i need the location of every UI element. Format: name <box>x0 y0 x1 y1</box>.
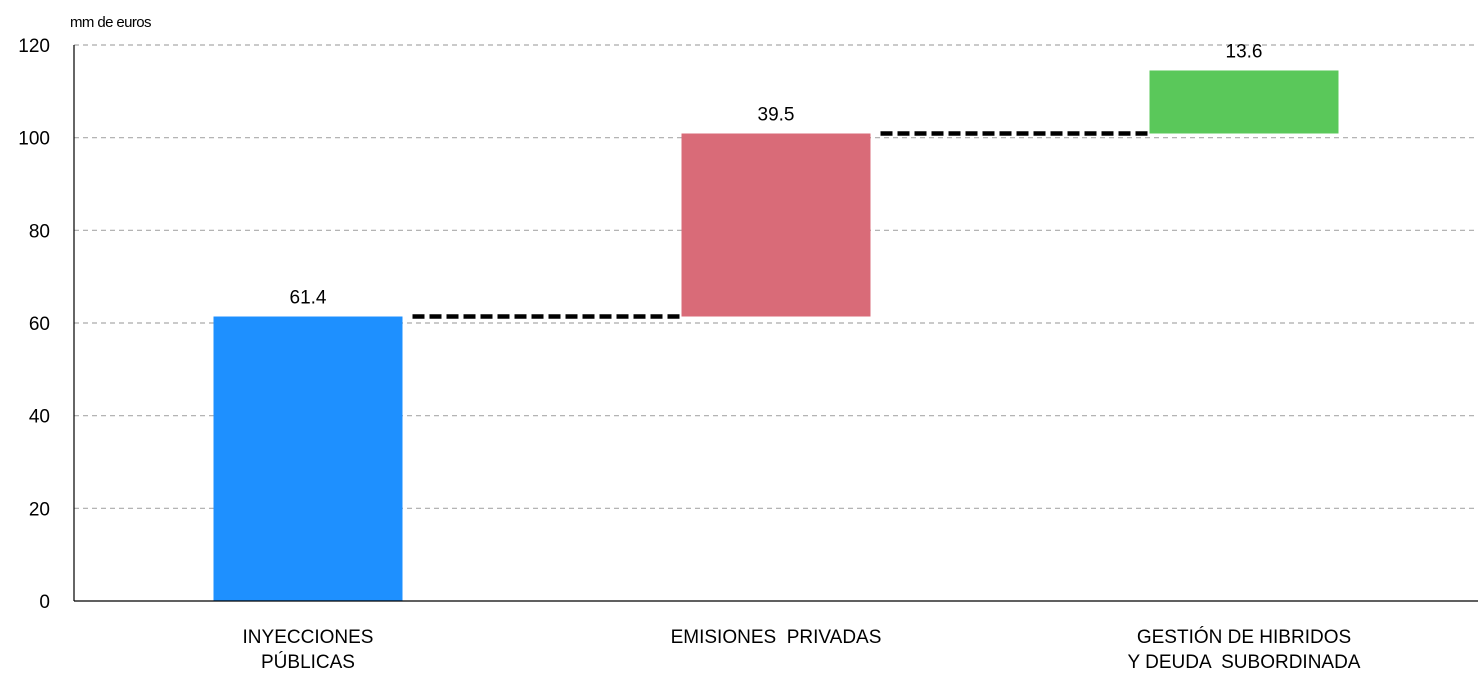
bar-value-label: 13.6 <box>1226 41 1263 62</box>
category-label: INYECCIONES PÚBLICAS <box>243 627 374 673</box>
bar-value-label: 61.4 <box>290 288 327 309</box>
y-tick-label: 120 <box>18 36 50 57</box>
bar <box>1149 70 1339 134</box>
category-label-line: Y DEUDA SUBORDINADA <box>1128 652 1361 673</box>
y-tick-label: 20 <box>29 499 50 520</box>
y-tick-label: 0 <box>39 592 50 613</box>
connector-lines <box>412 131 1150 319</box>
y-axis-unit-label: mm de euros <box>70 14 151 31</box>
bar-value-label: 39.5 <box>758 104 795 125</box>
bar <box>681 133 871 317</box>
category-label: GESTIÓN DE HIBRIDOS Y DEUDA SUBORDINADA <box>1128 626 1361 673</box>
y-tick-label: 80 <box>29 221 50 242</box>
bar <box>213 316 403 601</box>
category-labels: INYECCIONES PÚBLICAS EMISIONES PRIVADAS GES… <box>243 626 1361 673</box>
category-label-line: INYECCIONES <box>243 627 374 648</box>
bars <box>213 70 1339 601</box>
axes <box>73 45 1478 602</box>
category-label-line: GESTIÓN DE HIBRIDOS <box>1137 626 1351 648</box>
category-label-line: PÚBLICAS <box>261 651 355 673</box>
y-tick-label: 40 <box>29 407 50 428</box>
y-tick-label: 100 <box>18 129 50 150</box>
y-tick-label: 60 <box>29 314 50 335</box>
category-label: EMISIONES PRIVADAS <box>671 627 882 648</box>
data-labels: 61.4 39.5 13.6 <box>290 41 1263 308</box>
y-tick-labels: 0 20 40 60 80 100 120 <box>18 36 50 613</box>
category-label-line: EMISIONES PRIVADAS <box>671 627 882 648</box>
